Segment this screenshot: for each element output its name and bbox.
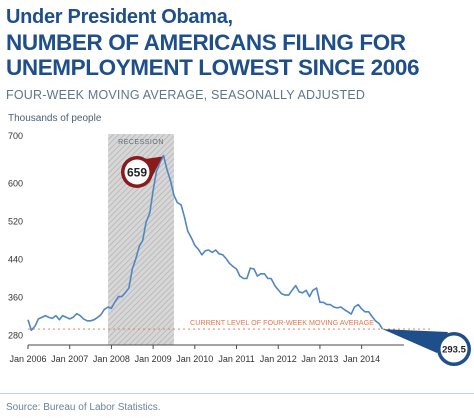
y-tick-label: 360	[8, 293, 23, 303]
x-tick-label: Jan 2010	[176, 354, 213, 364]
x-tick-label: Jan 2012	[260, 354, 297, 364]
x-tick-label: Jan 2014	[343, 354, 380, 364]
y-axis-label: Thousands of people	[8, 113, 102, 124]
footer-divider	[0, 393, 474, 394]
source-note: Source: Bureau of Labor Statistics.	[6, 402, 161, 413]
peak-value-label: 659	[127, 166, 147, 180]
y-tick-label: 700	[8, 131, 23, 141]
x-tick-label: Jan 2013	[301, 354, 338, 364]
current-value-label: 293.5	[442, 345, 466, 356]
chart-subtitle: FOUR-WEEK MOVING AVERAGE, SEASONALLY ADJ…	[6, 88, 366, 102]
y-tick-label: 440	[8, 255, 23, 265]
y-tick-label: 280	[8, 331, 23, 341]
x-tick-label: Jan 2006	[9, 354, 46, 364]
claims-line	[27, 154, 384, 332]
unemployment-claims-chart: Thousands of people RECESSION 280 360 440 520…	[8, 113, 471, 366]
current-pointer	[382, 329, 448, 353]
y-tick-label: 600	[8, 179, 23, 189]
current-badge-inner	[440, 335, 468, 363]
peak-badge-inner	[124, 159, 150, 185]
y-tick-label: 520	[8, 217, 23, 227]
x-tick-label: Jan 2008	[93, 354, 130, 364]
chart-headline-line-2: UNEMPLOYMENT LOWEST SINCE 2006	[6, 55, 420, 80]
chart-headline-line-1: NUMBER OF AMERICANS FILING FOR	[6, 30, 406, 55]
reference-line-label: CURRENT LEVEL OF FOUR-WEEK MOVING AVERAG…	[190, 318, 374, 327]
x-tick-label: Jan 2007	[51, 354, 88, 364]
x-tick-label: Jan 2011	[218, 354, 254, 364]
x-tick-label: Jan 2009	[135, 354, 172, 364]
recession-label: RECESSION	[118, 139, 164, 146]
chart-kicker: Under President Obama,	[6, 6, 233, 28]
